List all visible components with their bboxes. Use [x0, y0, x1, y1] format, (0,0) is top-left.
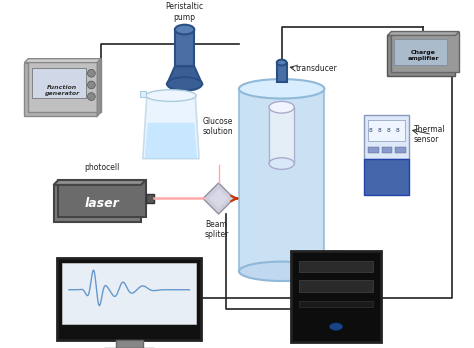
Ellipse shape	[329, 323, 343, 331]
FancyBboxPatch shape	[24, 63, 97, 116]
FancyBboxPatch shape	[382, 147, 392, 153]
Text: Function
generator: Function generator	[45, 85, 80, 96]
FancyBboxPatch shape	[175, 30, 194, 66]
Ellipse shape	[167, 77, 202, 91]
Text: Glucose
solution: Glucose solution	[203, 117, 234, 136]
FancyBboxPatch shape	[277, 63, 286, 82]
Text: 8: 8	[395, 128, 399, 133]
Ellipse shape	[277, 60, 286, 65]
Polygon shape	[97, 59, 101, 116]
Text: Beam
spliter: Beam spliter	[204, 220, 229, 239]
FancyBboxPatch shape	[364, 159, 409, 195]
Text: 8: 8	[369, 128, 373, 133]
Polygon shape	[167, 66, 202, 84]
FancyBboxPatch shape	[54, 185, 141, 222]
Text: transducer: transducer	[296, 64, 338, 73]
FancyBboxPatch shape	[269, 107, 294, 164]
FancyBboxPatch shape	[364, 115, 409, 159]
FancyBboxPatch shape	[32, 69, 85, 97]
FancyBboxPatch shape	[28, 59, 101, 112]
Ellipse shape	[88, 81, 95, 89]
FancyBboxPatch shape	[394, 39, 447, 64]
Ellipse shape	[175, 25, 194, 34]
FancyBboxPatch shape	[116, 340, 143, 348]
Polygon shape	[54, 180, 146, 185]
Ellipse shape	[239, 79, 324, 98]
Text: photocell: photocell	[84, 163, 120, 172]
FancyBboxPatch shape	[392, 32, 459, 72]
Ellipse shape	[146, 90, 196, 101]
FancyBboxPatch shape	[140, 91, 146, 96]
FancyBboxPatch shape	[146, 193, 154, 203]
Text: 8: 8	[378, 128, 382, 133]
Text: laser: laser	[85, 197, 119, 210]
Ellipse shape	[269, 158, 294, 169]
Polygon shape	[387, 32, 459, 35]
Polygon shape	[24, 59, 101, 63]
Ellipse shape	[88, 69, 95, 77]
FancyBboxPatch shape	[368, 120, 405, 141]
Text: 8: 8	[387, 128, 390, 133]
FancyBboxPatch shape	[57, 258, 201, 340]
FancyBboxPatch shape	[395, 147, 406, 153]
Ellipse shape	[269, 101, 294, 113]
Polygon shape	[209, 189, 228, 208]
FancyBboxPatch shape	[239, 89, 324, 271]
FancyBboxPatch shape	[292, 251, 381, 342]
Ellipse shape	[88, 93, 95, 101]
FancyBboxPatch shape	[58, 180, 146, 217]
Text: Thermal
sensor: Thermal sensor	[414, 125, 445, 144]
FancyBboxPatch shape	[368, 147, 379, 153]
Polygon shape	[145, 123, 197, 159]
FancyBboxPatch shape	[299, 301, 373, 307]
FancyBboxPatch shape	[62, 263, 196, 324]
Text: Peristaltic
pump: Peristaltic pump	[165, 2, 204, 22]
FancyBboxPatch shape	[387, 35, 456, 76]
FancyBboxPatch shape	[299, 280, 373, 292]
Polygon shape	[143, 96, 199, 159]
Polygon shape	[203, 183, 234, 214]
FancyBboxPatch shape	[299, 261, 373, 272]
Text: Charge
amplifier: Charge amplifier	[408, 50, 439, 61]
Ellipse shape	[239, 262, 324, 281]
